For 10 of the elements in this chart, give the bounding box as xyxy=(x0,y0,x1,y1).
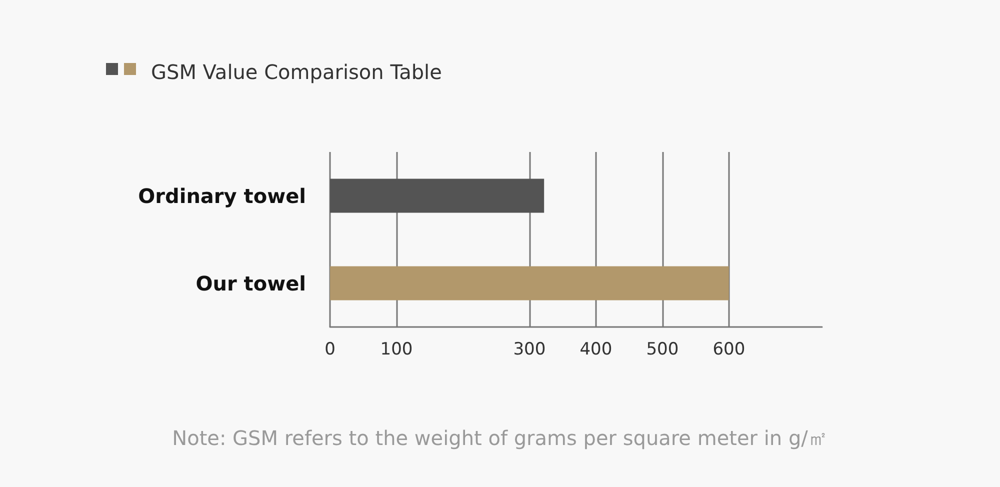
x-tick-label: 500 xyxy=(646,340,679,360)
x-tick-label: 100 xyxy=(380,340,413,360)
x-tick-label: 400 xyxy=(580,340,612,360)
x-tick-label: 300 xyxy=(513,340,546,360)
chart-title: GSM Value Comparison Table xyxy=(151,60,442,84)
x-tick-label: 0 xyxy=(324,340,336,360)
text: Note: GSM refers to the weight of grams per square meter in g/㎡ xyxy=(172,426,828,450)
x-tick-label: 600 xyxy=(712,340,746,360)
y-tick-label: Our towel xyxy=(196,271,306,296)
y-tick-label: Ordinary towel xyxy=(138,184,306,208)
